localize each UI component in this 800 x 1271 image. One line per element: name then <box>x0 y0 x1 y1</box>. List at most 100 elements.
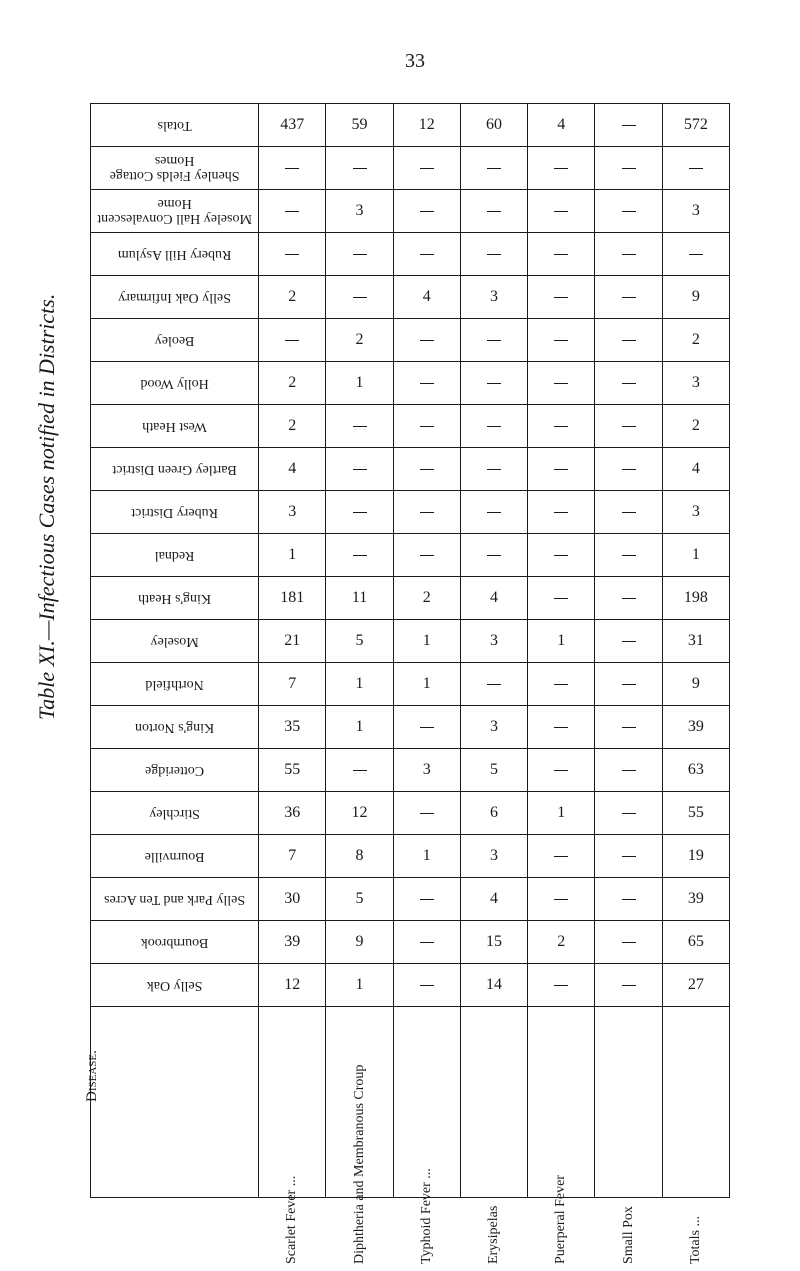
district-label: Beoley <box>91 319 259 362</box>
table-row: Beoley22 <box>91 319 730 362</box>
column-headings-row: Disease.Scarlet Fever ...Diphtheria and … <box>91 1007 730 1198</box>
empty-dash <box>353 426 367 427</box>
empty-dash <box>622 598 636 599</box>
empty-dash <box>622 340 636 341</box>
empty-dash <box>554 297 568 298</box>
table-cell <box>528 405 595 448</box>
empty-dash <box>353 555 367 556</box>
district-label-text: Rednal <box>91 534 258 576</box>
empty-dash <box>622 641 636 642</box>
district-label-text: Moseley <box>91 620 258 662</box>
table-row: Rednal11 <box>91 534 730 577</box>
table-row: Bournville781319 <box>91 835 730 878</box>
table-cell: 1 <box>393 663 460 706</box>
table-cell <box>595 534 662 577</box>
table-row: King's Heath1811124198 <box>91 577 730 620</box>
empty-dash <box>554 555 568 556</box>
table-cell: 3 <box>393 749 460 792</box>
empty-dash <box>487 469 501 470</box>
table-cell <box>393 964 460 1007</box>
row-total-cell: 3 <box>662 491 729 534</box>
table-cell <box>595 921 662 964</box>
district-label: Bartley Green District <box>91 448 259 491</box>
table-cell: 4 <box>528 104 595 147</box>
table-cell <box>528 835 595 878</box>
table-cell <box>393 921 460 964</box>
table-row: Cotteridge553563 <box>91 749 730 792</box>
table-row: Holly Wood213 <box>91 362 730 405</box>
table-cell <box>460 405 527 448</box>
table-row: Stirchley36126155 <box>91 792 730 835</box>
row-total-cell: 3 <box>662 190 729 233</box>
table-cell <box>393 878 460 921</box>
table-cell <box>595 620 662 663</box>
empty-dash <box>420 813 434 814</box>
table-cell: 1 <box>259 534 326 577</box>
empty-dash <box>622 125 636 126</box>
empty-dash <box>622 985 636 986</box>
empty-dash <box>622 813 636 814</box>
empty-dash <box>622 383 636 384</box>
table-cell: 6 <box>460 792 527 835</box>
table-cell: 2 <box>259 276 326 319</box>
empty-dash <box>554 426 568 427</box>
table-cell <box>595 190 662 233</box>
table-cell <box>528 491 595 534</box>
table-cell: 12 <box>326 792 393 835</box>
empty-dash <box>554 684 568 685</box>
empty-dash <box>622 254 636 255</box>
table-cell <box>595 319 662 362</box>
empty-dash <box>353 168 367 169</box>
district-label-text: Stirchley <box>91 792 258 834</box>
table-cell <box>528 276 595 319</box>
table-cell <box>528 362 595 405</box>
row-total-cell: 19 <box>662 835 729 878</box>
table-cell <box>595 577 662 620</box>
table-cell <box>460 534 527 577</box>
row-total-cell: 39 <box>662 878 729 921</box>
table-cell <box>326 448 393 491</box>
table-cell <box>393 190 460 233</box>
district-label-text: Rubery Hill Asylum <box>91 233 258 275</box>
table-cell: 1 <box>326 362 393 405</box>
table-cell <box>528 964 595 1007</box>
column-heading: Small Pox <box>595 1007 662 1198</box>
empty-dash <box>285 254 299 255</box>
table-cell <box>528 233 595 276</box>
table-cell <box>460 448 527 491</box>
empty-dash <box>554 985 568 986</box>
column-heading: Typhoid Fever ... <box>393 1007 460 1198</box>
table-cell: 3 <box>460 835 527 878</box>
table-cell <box>528 534 595 577</box>
row-total-cell: 9 <box>662 663 729 706</box>
table-cell <box>259 233 326 276</box>
table-cell: 36 <box>259 792 326 835</box>
table-row: Selly Oak Infirmary2439 <box>91 276 730 319</box>
table-cell <box>326 147 393 190</box>
district-label-text: Selly Oak Infirmary <box>91 276 258 318</box>
empty-dash <box>554 211 568 212</box>
empty-dash <box>420 168 434 169</box>
table-cell: 4 <box>393 276 460 319</box>
row-total-cell: 572 <box>662 104 729 147</box>
empty-dash <box>554 254 568 255</box>
row-total-cell: 27 <box>662 964 729 1007</box>
empty-dash <box>285 340 299 341</box>
empty-dash <box>353 254 367 255</box>
empty-dash <box>353 512 367 513</box>
empty-dash <box>487 211 501 212</box>
district-label: Moseley <box>91 620 259 663</box>
table-cell <box>528 878 595 921</box>
empty-dash <box>689 254 703 255</box>
table-cell: 4 <box>460 878 527 921</box>
table-cell: 4 <box>259 448 326 491</box>
empty-dash <box>554 598 568 599</box>
district-label-text: Cotteridge <box>91 749 258 791</box>
empty-dash <box>622 856 636 857</box>
table-cell <box>595 835 662 878</box>
table-cell <box>326 749 393 792</box>
table-cell: 30 <box>259 878 326 921</box>
district-label-text: Selly Park and Ten Acres <box>91 878 258 920</box>
table-cell <box>326 491 393 534</box>
row-total-cell: 65 <box>662 921 729 964</box>
